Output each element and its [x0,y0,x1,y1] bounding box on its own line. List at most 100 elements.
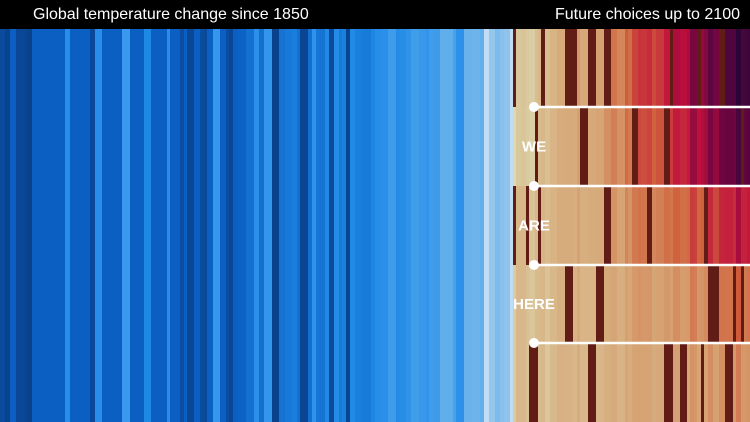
stripe-future-35-band-1 [697,107,702,187]
stripe-future-38-band-1 [708,107,714,187]
stripe-hist-58 [300,29,309,422]
stripe-future-44-band-4 [741,343,745,422]
stripe-hist-62 [319,29,326,422]
stripe-future-13-band-0 [577,29,581,108]
stripe-future-0-band-4 [513,343,517,422]
stripe-future-44-band-0 [741,29,745,108]
stripe-hist-16 [90,29,96,422]
stripe-hist-5 [27,29,33,422]
stripe-future-25-band-4 [647,343,653,422]
stripe-future-17-band-4 [604,343,612,422]
stripe-hist-83 [429,29,435,422]
scenario-dot-3 [529,260,539,270]
stripe-hist-38 [200,29,205,422]
stripe-future-33-band-3 [690,265,695,344]
stripe-future-19-band-1 [617,107,626,187]
stripe-future-3-band-4 [526,343,530,422]
stripe-future-34-band-0 [694,29,698,108]
stripe-future-18-band-4 [611,343,618,422]
stripe-future-39-band-0 [713,29,720,108]
stripe-future-11-band-4 [565,343,574,422]
stripe-hist-55 [285,29,293,422]
stripe-future-3-band-3 [526,265,530,344]
stripe-future-13-band-4 [577,343,581,422]
stripe-future-39-band-4 [713,343,720,422]
stripe-future-28-band-1 [664,107,671,187]
stripe-future-41-band-3 [725,265,734,344]
stripe-hist-1 [5,29,11,422]
stripe-future-25-band-0 [647,29,653,108]
stripe-future-32-band-4 [687,343,691,422]
stripe-future-31-band-3 [680,265,688,344]
stripe-hist-19 [107,29,116,422]
stripe-hist-87 [453,29,457,422]
stripe-future-20-band-4 [625,343,629,422]
stripe-future-7-band-1 [541,107,546,187]
stripe-future-9-band-3 [550,265,558,344]
stripe-hist-80 [411,29,420,422]
stripe-hist-76 [388,29,397,422]
stripe-hist-34 [184,29,188,422]
stripe-future-24-band-1 [641,107,648,187]
stripe-future-26-band-3 [652,265,657,344]
stripe-future-2-band-1 [521,107,527,187]
stripe-future-25-band-3 [647,265,653,344]
stripe-future-22-band-1 [632,107,639,187]
stripe-future-39-band-2 [713,186,720,266]
stripe-future-37-band-2 [704,186,709,266]
stripe-hist-33 [180,29,185,422]
stripe-hist-44 [226,29,230,422]
stripe-hist-24 [137,29,141,422]
stripe-hist-60 [312,29,317,422]
stripe-future-43-band-1 [736,107,742,187]
stripe-future-38-band-4 [708,343,714,422]
stripe-future-31-band-1 [680,107,688,187]
stripe-hist-0 [0,29,6,422]
stripe-future-33-band-4 [690,343,695,422]
stripe-hist-88 [456,29,465,422]
stripe-future-35-band-4 [697,343,702,422]
stripe-future-45-band-2 [744,186,748,266]
stripe-future-16-band-1 [596,107,605,187]
stripe-hist-53 [272,29,280,422]
stripe-future-31-band-4 [680,343,688,422]
stripe-future-28-band-0 [664,29,671,108]
stripe-future-40-band-2 [719,186,726,266]
stripe-future-17-band-1 [604,107,612,187]
stripe-future-26-band-1 [652,107,657,187]
stripe-future-21-band-0 [628,29,633,108]
stripe-future-46-band-2 [747,186,750,266]
stripe-future-17-band-2 [604,186,612,266]
scenario-dot-4 [529,338,539,348]
stripe-hist-69 [350,29,356,422]
stripe-future-16-band-2 [596,186,605,266]
stripe-hist-21 [119,29,123,422]
stripe-future-37-band-0 [704,29,709,108]
stripe-hist-56 [292,29,298,422]
stripe-hist-41 [210,29,214,422]
stripe-future-19-band-2 [617,186,626,266]
stripe-future-23-band-1 [638,107,642,187]
stripe-future-28-band-3 [664,265,671,344]
stripe-hist-59 [308,29,313,422]
stripe-future-21-band-2 [628,186,633,266]
stripe-hist-91 [480,29,485,422]
stripe-hist-46 [233,29,239,422]
stripe-future-20-band-2 [625,186,629,266]
stripe-future-1-band-4 [516,343,522,422]
stripe-future-19-band-0 [617,29,626,108]
stripe-future-46-band-4 [747,343,750,422]
stripe-future-43-band-0 [736,29,742,108]
stripe-future-8-band-3 [545,265,551,344]
stripe-hist-10 [58,29,63,422]
stripe-hist-18 [102,29,108,422]
stripe-hist-42 [213,29,221,422]
stripe-hist-20 [115,29,120,422]
stripe-future-45-band-4 [744,343,748,422]
stripe-future-0-band-2 [513,186,517,266]
stripe-future-4-band-4 [529,343,536,422]
stripe-future-44-band-2 [741,186,745,266]
stripe-hist-65 [334,29,340,422]
stripe-future-31-band-0 [680,29,688,108]
stripe-hist-95 [500,29,505,422]
